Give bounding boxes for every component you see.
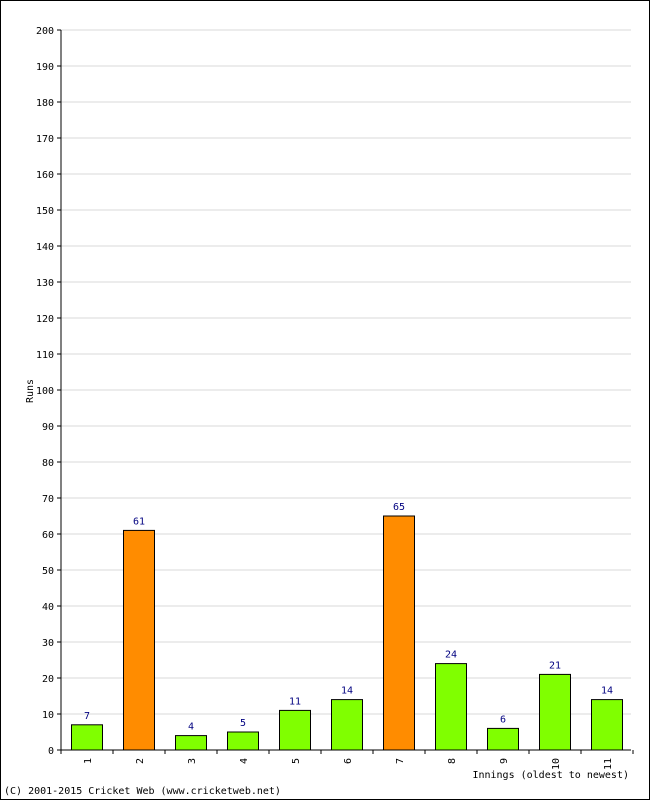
- bar: [539, 673, 571, 751]
- x-tick-label: 7: [395, 758, 406, 764]
- grid-lines: [61, 29, 631, 715]
- y-tick-label: 80: [42, 458, 54, 469]
- data-label: 14: [341, 686, 353, 697]
- data-label: 6: [500, 714, 506, 725]
- data-label: 14: [601, 686, 613, 697]
- y-tick-label: 0: [48, 746, 54, 757]
- x-tick-label: 6: [343, 758, 354, 764]
- bar: [487, 727, 519, 751]
- y-tick-label: 30: [42, 638, 54, 649]
- y-tick-label: 100: [36, 386, 54, 397]
- bar: [591, 699, 623, 751]
- bar: [279, 709, 311, 751]
- y-tick-label: 70: [42, 494, 54, 505]
- y-tick-label: 150: [36, 206, 54, 217]
- y-tick-label: 20: [42, 674, 54, 685]
- x-tick-label: 5: [291, 758, 302, 764]
- data-label: 11: [289, 696, 301, 707]
- y-tick-label: 10: [42, 710, 54, 721]
- bar: [123, 529, 155, 751]
- y-tick-label: 120: [36, 314, 54, 325]
- data-label: 21: [549, 660, 561, 671]
- bar: [175, 735, 207, 751]
- y-tick-label: 60: [42, 530, 54, 541]
- copyright-notice: (C) 2001-2015 Cricket Web (www.cricketwe…: [4, 786, 281, 797]
- data-labels: 7 61 4 5 11 14 65 24 6 21 14: [84, 502, 613, 733]
- data-label: 24: [445, 650, 457, 661]
- y-tick-label: 200: [36, 26, 54, 37]
- x-tick-label: 4: [239, 758, 250, 764]
- y-tick-label: 190: [36, 62, 54, 73]
- x-tick-label: 3: [187, 758, 198, 764]
- data-label: 65: [393, 502, 405, 513]
- y-axis-ticks: 0 10 20 30 40 50 60 70 80 90 100 110 120 130 140 150 160…: [36, 26, 61, 757]
- x-tick-label: 11: [603, 758, 614, 770]
- x-axis-label: Innings (oldest to newest): [472, 770, 629, 781]
- y-tick-label: 170: [36, 134, 54, 145]
- bar: [331, 699, 363, 751]
- bar: [383, 515, 415, 751]
- y-tick-label: 160: [36, 170, 54, 181]
- y-tick-label: 180: [36, 98, 54, 109]
- data-label: 4: [188, 722, 194, 733]
- x-tick-label: 8: [447, 758, 458, 764]
- y-tick-label: 40: [42, 602, 54, 613]
- bar: [227, 731, 259, 751]
- data-label: 5: [240, 718, 246, 729]
- y-tick-label: 90: [42, 422, 54, 433]
- y-tick-label: 50: [42, 566, 54, 577]
- data-label: 61: [133, 516, 145, 527]
- x-tick-label: 1: [83, 758, 94, 764]
- data-label: 7: [84, 711, 90, 722]
- y-tick-label: 130: [36, 278, 54, 289]
- y-tick-label: 140: [36, 242, 54, 253]
- bar: [71, 724, 103, 751]
- y-axis-label: Runs: [25, 379, 36, 403]
- x-tick-label: 10: [551, 758, 562, 770]
- bar: [435, 663, 467, 751]
- x-axis-ticks: 1 2 3 4 5 6 7 8 9 10 11: [60, 750, 634, 770]
- x-tick-label: 9: [499, 758, 510, 764]
- bars: [71, 515, 623, 751]
- axes: [60, 30, 631, 751]
- y-tick-label: 110: [36, 350, 54, 361]
- x-tick-label: 2: [135, 758, 146, 764]
